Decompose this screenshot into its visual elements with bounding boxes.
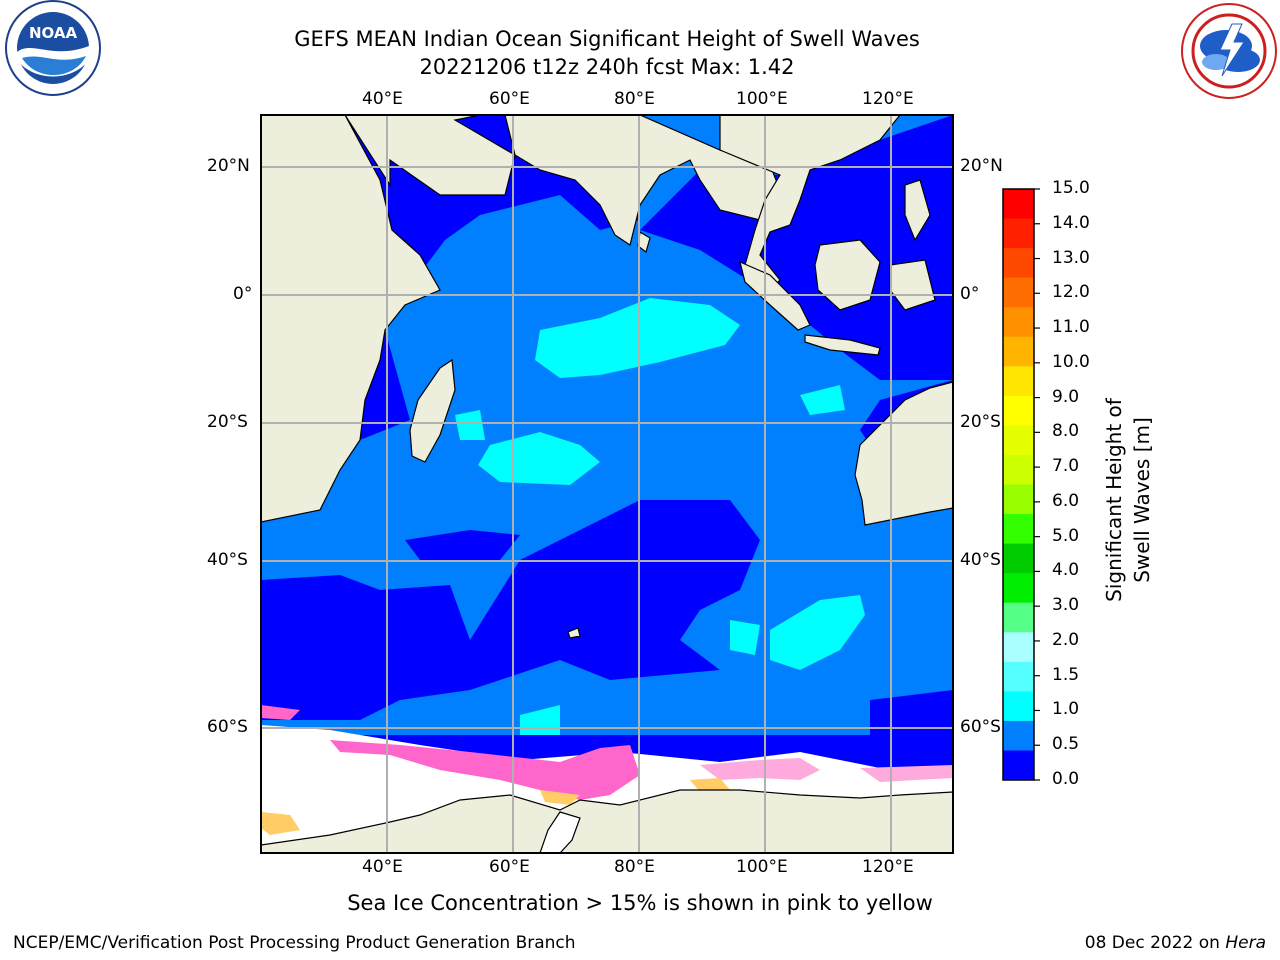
colorbar-tick-label: 15.0 [1052,178,1090,198]
madagascar-land [409,358,456,463]
colorbar-tick-marks [1034,188,1040,781]
colorbar-band [1003,395,1034,426]
colorbar-tick-label: 6.0 [1052,490,1080,511]
lat-label-right: 60°S [960,717,1001,737]
colorbar-band [1003,632,1034,663]
colorbar-tick-label: 4.0 [1052,560,1080,581]
colorbar-tick-label: 0.0 [1052,769,1080,789]
chart-subtitle: 20221206 t12z 240h fcst Max: 1.42 [419,55,795,79]
colorbar-tick-label: 3.0 [1052,595,1080,616]
colorbar-band [1003,366,1034,397]
colorbar-band [1003,691,1034,722]
nws-logo [1181,3,1277,99]
antarctica-land [261,789,953,853]
africa-land [261,115,441,523]
colorbar-tick-label: 1.0 [1052,699,1080,720]
colorbar-band [1003,454,1034,485]
colorbar-tick-label: 7.0 [1052,456,1080,477]
map-plot-area [261,115,953,853]
lat-label-right: 40°S [960,550,1001,570]
colorbar-tick-label: 10.0 [1052,351,1090,372]
philippines-land [904,179,931,242]
footer-credit: NCEP/EMC/Verification Post Processing Pr… [13,933,576,953]
colorbar-band [1003,543,1034,574]
colorbar-band [1003,602,1034,633]
amery-ice-shelf [539,811,581,853]
lon-label-top: 80°E [614,89,655,109]
colorbar-band [1003,277,1034,308]
map-gridlines [261,115,953,853]
java-land [804,334,881,356]
colorbar-tick-label: 12.0 [1052,282,1090,303]
colorbar-tick-label: 14.0 [1052,212,1090,233]
lon-label-top: 40°E [362,89,403,109]
lat-label-left: 20°N [207,156,250,176]
colorbar [1003,189,1034,781]
colorbar-band [1003,661,1034,692]
colorbar-band [1003,336,1034,367]
borneo-land [814,239,881,311]
colorbar-band [1003,425,1034,456]
lon-label-top: 120°E [862,89,914,109]
lat-label-left: 60°S [207,717,248,737]
lat-label-right: 20°N [960,156,1003,176]
colorbar-band [1003,484,1034,515]
kerguelen-land [567,627,581,639]
lon-label-bottom: 100°E [736,857,788,877]
colorbar-tick-label: 11.0 [1052,317,1090,338]
colorbar-tick-label: 1.5 [1052,664,1080,685]
lon-label-top: 100°E [736,89,788,109]
australia-land [854,381,953,526]
lat-label-right: 20°S [960,412,1001,432]
colorbar-band [1003,720,1034,751]
footer-host: Hera [1225,933,1266,953]
colorbar-frame [1002,188,1035,781]
colorbar-band [1003,573,1034,604]
lat-label-right: 0° [960,284,980,304]
colorbar-band [1003,307,1034,338]
swell-mid-regions [455,298,865,735]
lon-label-top: 60°E [489,89,530,109]
colorbar-band [1003,750,1034,781]
colorbar-band [1003,514,1034,545]
colorbar-tick-label: 9.0 [1052,386,1080,407]
colorbar-label: Significant Height of Swell Waves [m] [1102,398,1154,602]
colorbar-tick-label: 2.0 [1052,629,1080,650]
lon-label-bottom: 60°E [489,857,530,877]
map-frame [260,114,954,854]
lat-label-left: 0° [233,284,253,304]
colorbar-tick-label: 5.0 [1052,525,1080,546]
colorbar-tick-label: 0.5 [1052,734,1080,755]
footer-date-text: 08 Dec 2022 on [1084,933,1226,953]
lon-label-bottom: 80°E [614,857,655,877]
map-caption: Sea Ice Concentration > 15% is shown in … [347,891,933,915]
noaa-logo: NOAA [5,0,101,96]
footer-date: 08 Dec 2022 on Hera [1085,933,1266,953]
lat-label-left: 40°S [207,550,248,570]
colorbar-band [1003,218,1034,249]
noaa-logo-text: NOAA [29,24,78,42]
colorbar-band [1003,189,1034,220]
lon-label-bottom: 40°E [362,857,403,877]
lon-label-bottom: 120°E [862,857,914,877]
chart-title: GEFS MEAN Indian Ocean Significant Heigh… [294,27,920,51]
colorbar-tick-label: 8.0 [1052,421,1080,442]
lat-label-left: 20°S [207,412,248,432]
colorbar-band [1003,248,1034,279]
colorbar-tick-label: 13.0 [1052,247,1090,268]
